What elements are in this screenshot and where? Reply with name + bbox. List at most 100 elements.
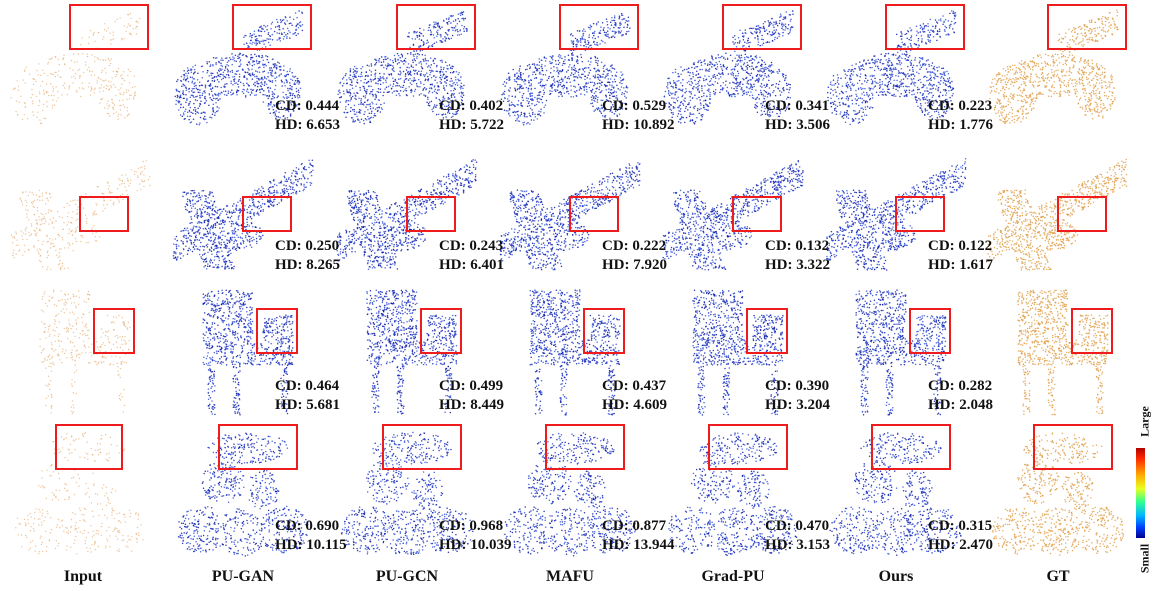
metric-cd: CD: 0.243 xyxy=(439,237,504,256)
metric-cd: CD: 0.250 xyxy=(275,237,340,256)
metrics-motorcycle-pu-gan: CD: 0.444 HD: 6.653 xyxy=(275,97,340,135)
cloud-chair-pu-gan xyxy=(202,289,298,416)
metrics-sculpture-mafu: CD: 0.877 HD: 13.944 xyxy=(602,517,675,555)
cloud-airplane-gt xyxy=(987,158,1128,271)
metrics-chair-mafu: CD: 0.437 HD: 4.609 xyxy=(602,377,667,415)
cloud-sculpture-input xyxy=(15,424,144,555)
highlight-box xyxy=(382,424,462,470)
highlight-box xyxy=(79,196,129,232)
cloud-chair-input xyxy=(39,289,135,415)
metrics-airplane-mafu: CD: 0.222 HD: 7.920 xyxy=(602,237,667,275)
metric-hd: HD: 2.470 xyxy=(928,536,993,555)
metrics-sculpture-grad-pu: CD: 0.470 HD: 3.153 xyxy=(765,517,830,555)
metrics-chair-pu-gan: CD: 0.464 HD: 5.681 xyxy=(275,377,340,415)
highlight-box xyxy=(708,424,788,470)
metric-cd: CD: 0.341 xyxy=(765,97,830,116)
metric-hd: HD: 10.892 xyxy=(602,116,675,135)
highlight-box xyxy=(242,196,292,232)
metric-hd: HD: 5.722 xyxy=(439,116,504,135)
metric-hd: HD: 4.609 xyxy=(602,396,667,415)
metric-hd: HD: 6.653 xyxy=(275,116,340,135)
column-label-gt: GT xyxy=(998,568,1118,586)
cloud-airplane-ours xyxy=(825,158,967,271)
column-label-ours: Ours xyxy=(836,568,956,586)
cloud-motorcycle-mafu xyxy=(500,4,639,126)
metrics-airplane-pu-gan: CD: 0.250 HD: 8.265 xyxy=(275,237,340,275)
cloud-airplane-input xyxy=(10,160,151,271)
cloud-airplane-pu-gcn xyxy=(336,158,478,270)
highlight-box xyxy=(1071,308,1113,354)
cloud-motorcycle-gt xyxy=(989,4,1127,124)
metrics-motorcycle-pu-gcn: CD: 0.402 HD: 5.722 xyxy=(439,97,504,135)
metrics-airplane-pu-gcn: CD: 0.243 HD: 6.401 xyxy=(439,237,504,275)
metric-cd: CD: 0.222 xyxy=(602,237,667,256)
cloud-chair-pu-gcn xyxy=(366,289,462,415)
metric-cd: CD: 0.464 xyxy=(275,377,340,396)
highlight-box xyxy=(93,308,135,354)
metrics-chair-pu-gcn: CD: 0.499 HD: 8.449 xyxy=(439,377,504,415)
cloud-sculpture-gt xyxy=(992,424,1125,556)
metric-hd: HD: 10.039 xyxy=(439,536,512,555)
cloud-airplane-mafu xyxy=(499,161,641,271)
highlight-box xyxy=(909,308,951,354)
column-label-mafu: MAFU xyxy=(510,568,630,586)
metrics-motorcycle-ours: CD: 0.223 HD: 1.776 xyxy=(928,97,993,135)
metric-hd: HD: 7.920 xyxy=(602,256,667,275)
colorbar-label-large: Large xyxy=(1138,402,1153,442)
metric-cd: CD: 0.390 xyxy=(765,377,830,396)
highlight-box xyxy=(406,196,456,232)
metric-cd: CD: 0.315 xyxy=(928,517,993,536)
metrics-airplane-ours: CD: 0.122 HD: 1.617 xyxy=(928,237,993,275)
metric-cd: CD: 0.470 xyxy=(765,517,830,536)
highlight-box xyxy=(1047,4,1127,50)
cloud-sculpture-ours xyxy=(829,424,962,556)
metrics-chair-ours: CD: 0.282 HD: 2.048 xyxy=(928,377,993,415)
highlight-box xyxy=(885,4,965,50)
metrics-chair-grad-pu: CD: 0.390 HD: 3.204 xyxy=(765,377,830,415)
column-label-pu-gcn: PU-GCN xyxy=(347,568,467,586)
metrics-sculpture-pu-gcn: CD: 0.968 HD: 10.039 xyxy=(439,517,512,555)
highlight-box xyxy=(232,4,312,50)
metric-hd: HD: 2.048 xyxy=(928,396,993,415)
metric-cd: CD: 0.122 xyxy=(928,237,993,256)
column-label-input: Input xyxy=(23,568,143,586)
metric-hd: HD: 10.115 xyxy=(275,536,347,555)
cloud-chair-gt xyxy=(1017,289,1113,416)
metric-hd: HD: 3.153 xyxy=(765,536,830,555)
metric-cd: CD: 0.529 xyxy=(602,97,675,116)
colorbar-label-small: Small xyxy=(1138,539,1153,579)
column-label-grad-pu: Grad-PU xyxy=(673,568,793,586)
metrics-airplane-grad-pu: CD: 0.132 HD: 3.322 xyxy=(765,237,830,275)
cloud-motorcycle-grad-pu xyxy=(663,4,802,125)
cloud-airplane-pu-gan xyxy=(172,159,314,270)
metrics-motorcycle-mafu: CD: 0.529 HD: 10.892 xyxy=(602,97,675,135)
metric-hd: HD: 6.401 xyxy=(439,256,504,275)
highlight-box xyxy=(55,424,123,470)
cloud-motorcycle-input xyxy=(10,4,149,125)
highlight-box xyxy=(545,424,625,470)
metric-cd: CD: 0.444 xyxy=(275,97,340,116)
metric-cd: CD: 0.437 xyxy=(602,377,667,396)
metric-cd: CD: 0.223 xyxy=(928,97,993,116)
highlight-box xyxy=(1057,196,1107,232)
cloud-chair-grad-pu xyxy=(692,289,788,416)
highlight-box xyxy=(1033,424,1113,470)
cloud-chair-ours xyxy=(855,289,951,416)
cloud-motorcycle-pu-gcn xyxy=(337,4,476,125)
cloud-airplane-grad-pu xyxy=(662,159,804,271)
cloud-sculpture-pu-gan xyxy=(177,424,309,557)
metric-cd: CD: 0.690 xyxy=(275,517,347,536)
highlight-box xyxy=(746,308,788,354)
metric-hd: HD: 3.322 xyxy=(765,256,830,275)
colorbar xyxy=(1136,448,1145,538)
highlight-box xyxy=(256,308,298,354)
highlight-box xyxy=(871,424,951,470)
cloud-sculpture-grad-pu xyxy=(668,424,799,557)
metric-cd: CD: 0.282 xyxy=(928,377,993,396)
highlight-box xyxy=(559,4,639,50)
metrics-motorcycle-grad-pu: CD: 0.341 HD: 3.506 xyxy=(765,97,830,135)
highlight-box xyxy=(396,4,476,50)
metric-hd: HD: 8.449 xyxy=(439,396,504,415)
highlight-box xyxy=(69,4,149,50)
